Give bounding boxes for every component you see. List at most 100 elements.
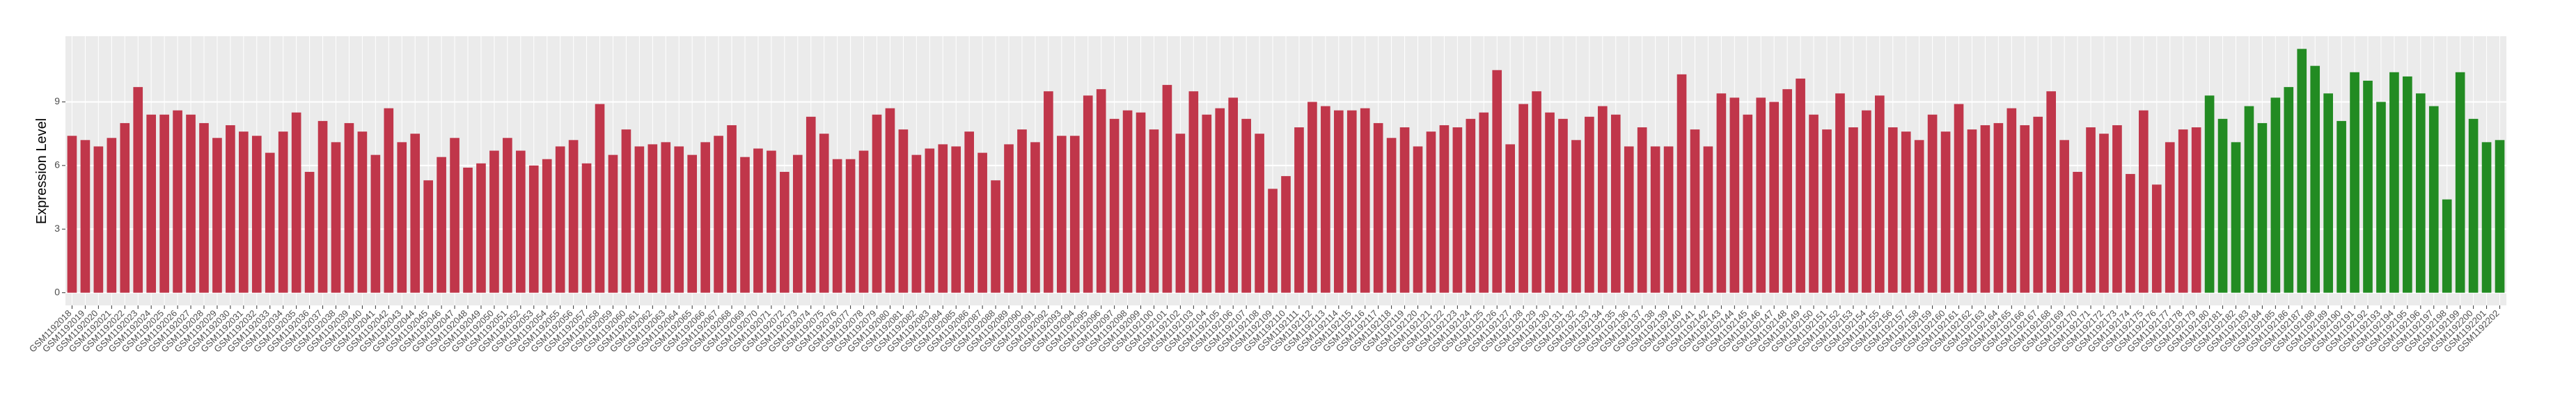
bar bbox=[1202, 114, 1212, 293]
bar bbox=[2363, 80, 2373, 293]
bar bbox=[1940, 131, 1951, 293]
bar bbox=[2165, 142, 2175, 293]
bar bbox=[1796, 78, 1805, 293]
bar bbox=[173, 110, 182, 293]
bar bbox=[1281, 176, 1291, 293]
bar bbox=[2442, 199, 2452, 293]
bar bbox=[1188, 91, 1199, 293]
bar bbox=[1901, 131, 1911, 293]
bar bbox=[1532, 91, 1541, 293]
bar bbox=[1874, 95, 1885, 293]
bar bbox=[938, 144, 948, 293]
bar bbox=[1109, 118, 1120, 293]
bar bbox=[1083, 95, 1093, 293]
bar bbox=[2073, 172, 2082, 293]
bar bbox=[291, 112, 301, 293]
bar bbox=[397, 142, 407, 293]
bar bbox=[515, 150, 526, 293]
bar bbox=[2086, 127, 2096, 293]
bar bbox=[239, 131, 249, 293]
bar bbox=[265, 152, 275, 293]
bar bbox=[384, 108, 394, 293]
bar bbox=[714, 136, 723, 293]
bar bbox=[1255, 134, 1264, 293]
bar bbox=[463, 167, 473, 293]
y-tick-label: 6 bbox=[54, 159, 60, 170]
bar bbox=[1505, 144, 1515, 293]
y-tick-label: 0 bbox=[54, 286, 60, 297]
bar bbox=[2455, 72, 2465, 293]
bar bbox=[1650, 146, 1660, 293]
bar bbox=[331, 142, 341, 293]
bar bbox=[1809, 114, 1819, 293]
bar bbox=[1030, 142, 1040, 293]
bar bbox=[555, 146, 565, 293]
bar bbox=[2112, 125, 2122, 293]
bar bbox=[1558, 118, 1568, 293]
bar bbox=[1782, 89, 1792, 293]
bar bbox=[1663, 146, 1674, 293]
bar bbox=[1756, 97, 1766, 293]
bar bbox=[2191, 127, 2201, 293]
bar bbox=[1017, 129, 1027, 293]
bar bbox=[476, 163, 486, 293]
bar bbox=[1466, 118, 1476, 293]
bar bbox=[1069, 136, 1080, 293]
bar bbox=[503, 138, 512, 293]
bar bbox=[1637, 127, 1647, 293]
bar bbox=[251, 136, 262, 293]
bar bbox=[608, 154, 618, 293]
bar bbox=[806, 116, 816, 293]
bar bbox=[2415, 93, 2426, 293]
bar bbox=[186, 114, 196, 293]
bar bbox=[634, 146, 645, 293]
bar bbox=[885, 108, 895, 293]
bar bbox=[767, 150, 776, 293]
bar bbox=[951, 146, 961, 293]
bar bbox=[1162, 85, 1172, 293]
bar bbox=[2059, 140, 2069, 293]
bar bbox=[1228, 97, 1239, 293]
bar bbox=[146, 114, 157, 293]
bar bbox=[872, 114, 882, 293]
bar bbox=[1136, 112, 1146, 293]
bar bbox=[1413, 146, 1423, 293]
bar bbox=[687, 154, 698, 293]
bar bbox=[423, 180, 433, 293]
bar bbox=[1690, 129, 1700, 293]
bar bbox=[2284, 87, 2294, 293]
bar bbox=[2099, 134, 2109, 293]
bar bbox=[1716, 93, 1727, 293]
bar bbox=[1980, 125, 1990, 293]
bar bbox=[977, 152, 987, 293]
bar bbox=[1241, 118, 1251, 293]
bar bbox=[1703, 146, 1713, 293]
bar bbox=[80, 140, 91, 293]
bar bbox=[542, 159, 552, 293]
bar bbox=[1386, 138, 1397, 293]
bar bbox=[1610, 114, 1621, 293]
bar bbox=[1373, 122, 1383, 293]
bar bbox=[437, 157, 446, 293]
bar bbox=[2310, 65, 2320, 293]
y-tick-label: 3 bbox=[54, 223, 60, 234]
bar bbox=[595, 104, 605, 293]
bar bbox=[1676, 74, 1687, 293]
bar bbox=[1479, 112, 1489, 293]
bar bbox=[2495, 140, 2505, 293]
bar bbox=[1518, 104, 1528, 293]
bar bbox=[2428, 106, 2439, 293]
y-tick-label: 9 bbox=[54, 95, 60, 106]
bar bbox=[278, 131, 288, 293]
bar bbox=[410, 134, 421, 293]
bar bbox=[2126, 174, 2135, 293]
bar bbox=[2270, 97, 2281, 293]
bar bbox=[1452, 127, 1463, 293]
bar bbox=[1439, 125, 1450, 293]
bar bbox=[2389, 72, 2399, 293]
bar bbox=[2139, 110, 2149, 293]
bar bbox=[898, 129, 909, 293]
bar bbox=[317, 120, 328, 293]
bar bbox=[740, 157, 750, 293]
